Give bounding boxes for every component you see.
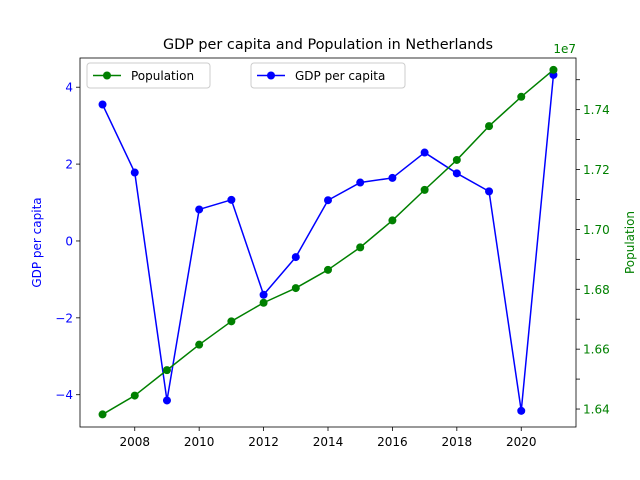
data-point-gdp-per-capita <box>324 196 332 205</box>
data-point-population <box>452 155 461 164</box>
x-tick-label: 2012 <box>248 435 279 449</box>
chart-title: GDP per capita and Population in Netherl… <box>163 37 493 53</box>
data-point-gdp-per-capita <box>388 173 397 182</box>
data-point-population <box>324 265 332 274</box>
x-tick-label: 2016 <box>377 435 408 449</box>
data-point-population <box>227 317 236 326</box>
data-point-population <box>388 216 397 225</box>
left-tick-label: −2 <box>55 311 73 325</box>
data-point-population <box>162 366 171 375</box>
data-point-population <box>259 298 268 307</box>
data-point-gdp-per-capita <box>195 205 204 214</box>
legend-marker-gdp-per-capita <box>267 71 275 80</box>
legend-label-gdp-per-capita: GDP per capita <box>295 69 385 83</box>
right-tick-label: 1.74 <box>583 103 610 117</box>
data-point-population <box>98 410 107 419</box>
x-tick-label: 2020 <box>506 435 537 449</box>
right-tick-label: 1.72 <box>583 163 610 177</box>
data-point-gdp-per-capita <box>130 168 139 177</box>
data-point-gdp-per-capita <box>291 253 300 262</box>
data-point-population <box>291 284 300 293</box>
data-point-gdp-per-capita <box>420 148 429 157</box>
data-point-gdp-per-capita <box>98 100 107 109</box>
x-tick-label: 2018 <box>442 435 473 449</box>
plot-frame <box>79 57 577 428</box>
data-point-gdp-per-capita <box>356 178 365 187</box>
left-tick-label: −4 <box>55 388 73 402</box>
left-axis-label: GDP per capita <box>30 197 44 287</box>
legend-marker-population <box>103 71 111 80</box>
data-point-population <box>517 92 526 101</box>
right-tick-label: 1.68 <box>583 283 610 297</box>
data-point-gdp-per-capita <box>517 406 526 415</box>
data-point-population <box>485 122 494 131</box>
x-tick-label: 2008 <box>119 435 150 449</box>
data-point-population <box>356 243 365 252</box>
x-tick-label: 2010 <box>184 435 215 449</box>
data-point-gdp-per-capita <box>259 290 268 299</box>
left-tick-label: 4 <box>65 81 73 95</box>
data-point-population <box>130 391 139 400</box>
left-tick-label: 2 <box>65 158 73 172</box>
data-point-gdp-per-capita <box>452 169 461 178</box>
data-point-gdp-per-capita <box>227 195 236 204</box>
right-tick-label: 1.66 <box>583 343 610 357</box>
data-point-population <box>549 65 558 74</box>
data-point-gdp-per-capita <box>162 396 171 405</box>
legend-box-population <box>86 62 211 89</box>
right-axis-offset-text: 1e7 <box>553 42 576 56</box>
right-axis-label: Population <box>623 211 637 274</box>
legend-box-gdp-per-capita <box>250 62 406 89</box>
right-tick-label: 1.70 <box>583 223 610 237</box>
left-tick-label: 0 <box>65 234 73 248</box>
x-tick-label: 2014 <box>313 435 344 449</box>
right-tick-label: 1.64 <box>583 403 610 417</box>
data-point-gdp-per-capita <box>485 187 494 196</box>
data-point-population <box>420 185 429 194</box>
data-point-population <box>195 340 204 349</box>
legend-label-population: Population <box>131 69 194 83</box>
